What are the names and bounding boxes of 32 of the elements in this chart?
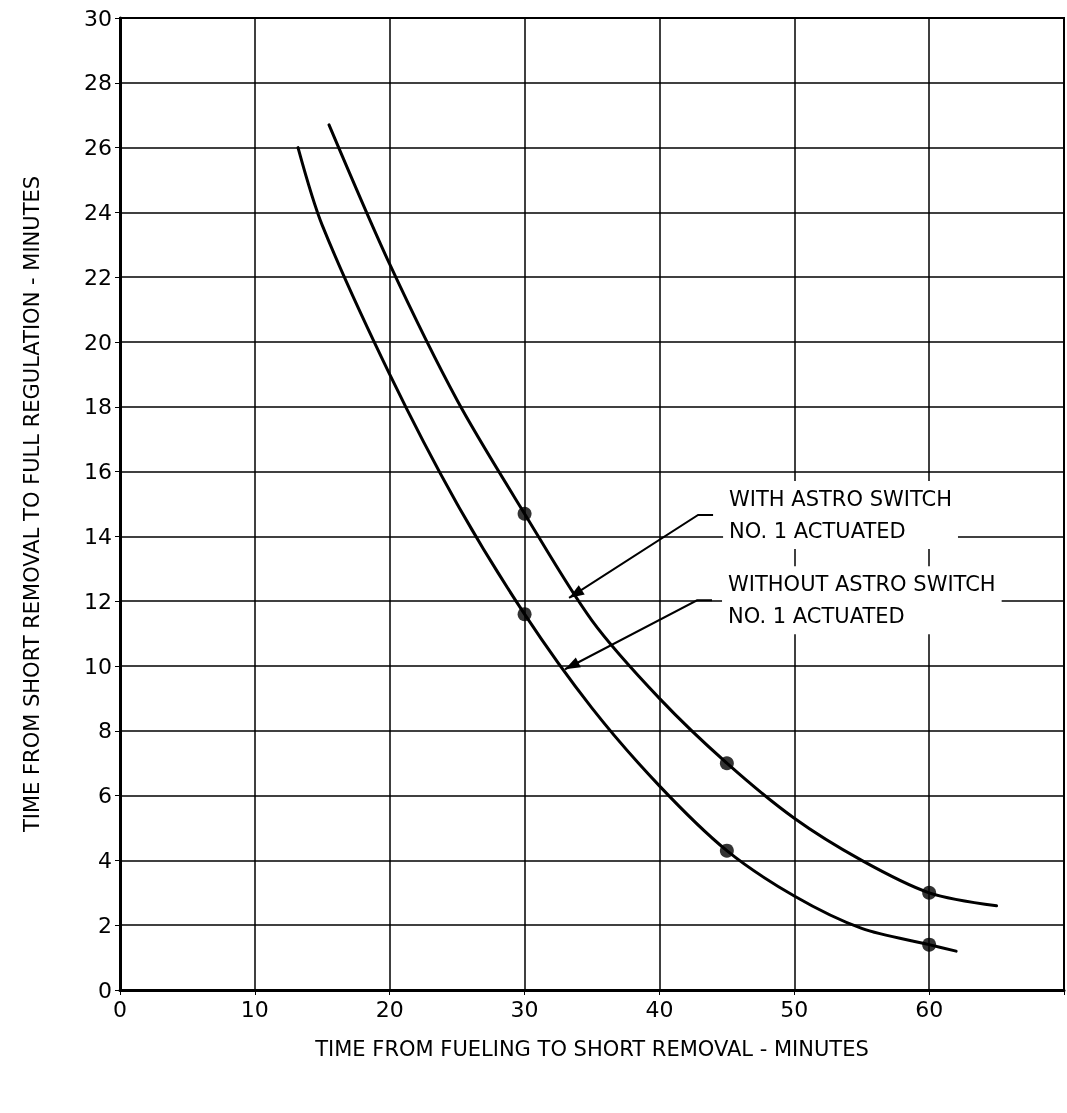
y-tick-label: 16: [84, 459, 112, 485]
y-axis-title: TIME FROM SHORT REMOVAL TO FULL REGULATION - MINUTES: [19, 175, 44, 834]
point: [922, 885, 937, 900]
x-axis-title: TIME FROM FUELING TO SHORT REMOVAL - MINUTES: [314, 1036, 869, 1061]
annotation: WITHOUT ASTRO SWITCH NO. 1 ACTUATED: [728, 572, 996, 629]
y-tick-label: 20: [84, 329, 112, 355]
point: [719, 756, 734, 771]
y-tick-label: 22: [84, 264, 112, 290]
y-tick-label: 0: [98, 977, 112, 1003]
y-tick-label: 24: [84, 199, 112, 225]
y-tick-label: 10: [84, 653, 112, 679]
y-tick-label: 26: [84, 135, 112, 161]
y-tick-label: 4: [98, 847, 112, 873]
x-tick-label: 40: [645, 996, 674, 1022]
y-tick-label: 28: [84, 70, 112, 96]
y-tick-label: 14: [84, 523, 112, 549]
point: [517, 506, 532, 521]
y-tick-label: 6: [98, 783, 112, 809]
x-tick-label: 30: [510, 996, 539, 1022]
y-tick-label: 12: [84, 588, 112, 614]
y-tick-label: 30: [84, 5, 112, 31]
x-tick-label: 10: [240, 996, 269, 1022]
point: [719, 843, 734, 858]
x-tick-label: 60: [915, 996, 944, 1022]
annotation: WITH ASTRO SWITCH NO. 1 ACTUATED: [729, 486, 952, 543]
x-tick-label: 50: [780, 996, 809, 1022]
y-tick-label: 8: [98, 718, 112, 744]
point: [922, 937, 937, 952]
x-tick-label: 20: [375, 996, 404, 1022]
y-tick-label: 2: [98, 912, 112, 938]
point: [517, 607, 532, 622]
y-tick-label: 18: [84, 394, 112, 420]
